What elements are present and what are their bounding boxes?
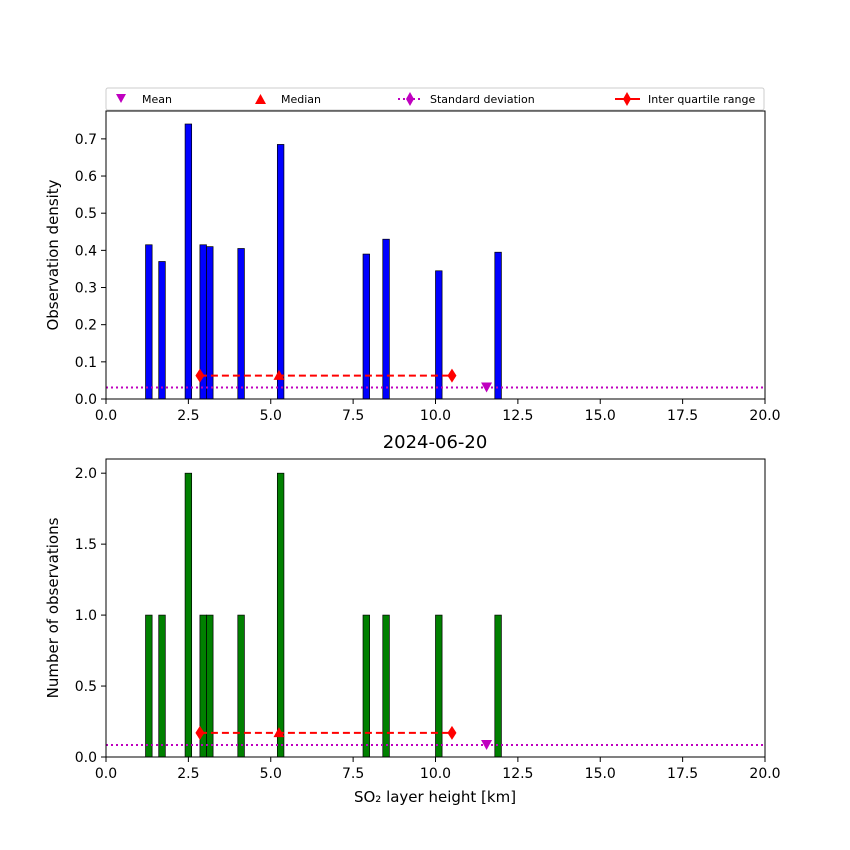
density-stats: [106, 368, 765, 393]
count-bar-10: [494, 614, 502, 758]
count-x-axis-title: SO₂ layer height [km]: [354, 788, 516, 806]
count-x-tick-label-4: 10.0: [420, 766, 451, 782]
count-x-tick-label-1: 2.5: [177, 766, 199, 782]
legend-std-marker: [406, 92, 414, 106]
density-y-tick-label-2: 0.2: [75, 318, 97, 334]
density-x-tick-label-4: 10.0: [420, 408, 451, 424]
count-y-axis-title: Number of observations: [44, 517, 62, 698]
count-bar-6: [276, 472, 285, 758]
density-y-tick-label-7: 0.7: [75, 132, 97, 148]
density-panel: 0.0 2.5 5.0 7.5 10.0 12.5 15.0 17.5 20.0 0.00.10…: [44, 110, 781, 424]
count-y-tick-label-0: 0.0: [75, 750, 97, 766]
density-x-tick-label-0: 0.0: [95, 408, 117, 424]
count-iqr-marker-end: [447, 725, 457, 740]
density-bar-0: [145, 244, 153, 400]
count-x-tick-label-8: 20.0: [749, 766, 780, 782]
count-x-tick-label-7: 17.5: [667, 766, 698, 782]
count-bar-4: [206, 614, 214, 758]
chart-title: 2024-06-20: [383, 432, 488, 453]
count-iqr-marker-start: [195, 725, 205, 740]
count-x-tick-label-6: 15.0: [585, 766, 616, 782]
density-x-ticks: 0.0 2.5 5.0 7.5 10.0 12.5 15.0 17.5 20.0: [95, 399, 781, 424]
count-x-tick-label-0: 0.0: [95, 766, 117, 782]
count-y-tick-label-1: 0.5: [75, 679, 97, 695]
density-bars: [145, 123, 502, 400]
density-bar-9: [435, 270, 443, 400]
density-bar-10: [494, 251, 502, 400]
density-y-ticks: 0.0 0.1 0.2 0.3 0.4 0.5 0.6 0.7: [75, 132, 106, 408]
count-x-tick-label-3: 7.5: [342, 766, 364, 782]
count-y-ticks: 0.0 0.5 1.0 1.5 2.0: [75, 466, 106, 766]
count-bar-8: [382, 614, 390, 758]
density-mean-marker: [481, 382, 493, 393]
count-stats: [106, 725, 765, 750]
density-y-tick-label-6: 0.6: [75, 169, 97, 185]
count-panel: 0.0 2.5 5.0 7.5 10.0 12.5 15.0 17.5 20.0 0.0 0.5 1…: [44, 458, 781, 806]
density-x-tick-label-6: 15.0: [585, 408, 616, 424]
density-bar-7: [362, 253, 370, 400]
count-y-tick-label-3: 1.5: [75, 537, 97, 553]
legend-mean-marker: [116, 94, 126, 103]
density-x-tick-label-7: 17.5: [667, 408, 698, 424]
count-bar-0: [145, 614, 153, 758]
density-iqr-marker-start: [195, 368, 205, 383]
density-bar-6: [276, 144, 285, 400]
density-median-marker: [273, 369, 285, 380]
legend-mean-label: Mean: [142, 93, 172, 106]
legend-iqr-marker: [623, 92, 631, 106]
count-x-tick-label-5: 12.5: [502, 766, 533, 782]
legend-median-label: Median: [281, 93, 321, 106]
count-bar-9: [435, 614, 443, 758]
density-iqr-marker-end: [447, 368, 457, 383]
count-x-tick-label-2: 5.0: [260, 766, 282, 782]
density-bar-1: [158, 261, 166, 400]
count-bar-1: [158, 614, 166, 758]
legend: Mean Median Standard deviation Inter qua…: [105, 87, 765, 111]
density-x-tick-label-8: 20.0: [749, 408, 780, 424]
count-x-ticks: 0.0 2.5 5.0 7.5 10.0 12.5 15.0 17.5 20.0: [95, 757, 781, 782]
density-x-tick-label-5: 12.5: [502, 408, 533, 424]
density-x-tick-label-2: 5.0: [260, 408, 282, 424]
density-y-tick-label-1: 0.1: [75, 355, 97, 371]
legend-median-marker: [255, 94, 266, 104]
density-x-tick-label-1: 2.5: [177, 408, 199, 424]
density-y-tick-label-5: 0.5: [75, 206, 97, 222]
density-y-tick-label-0: 0.0: [75, 392, 97, 408]
legend-frame: [105, 87, 765, 111]
legend-iqr-label: Inter quartile range: [648, 93, 755, 106]
density-x-tick-label-3: 7.5: [342, 408, 364, 424]
count-bar-7: [362, 614, 370, 758]
density-bar-2: [184, 123, 193, 400]
density-y-axis-title: Observation density: [44, 179, 62, 330]
count-y-tick-label-4: 2.0: [75, 466, 97, 482]
count-mean-marker: [481, 739, 493, 750]
count-bar-2: [184, 472, 193, 758]
count-bar-5: [237, 614, 245, 758]
count-bars: [145, 472, 502, 758]
count-y-tick-label-2: 1.0: [75, 608, 97, 624]
legend-std-label: Standard deviation: [430, 93, 535, 106]
count-median-marker: [273, 727, 285, 738]
density-y-tick-label-4: 0.4: [75, 243, 97, 259]
density-y-tick-label-3: 0.3: [75, 281, 97, 297]
